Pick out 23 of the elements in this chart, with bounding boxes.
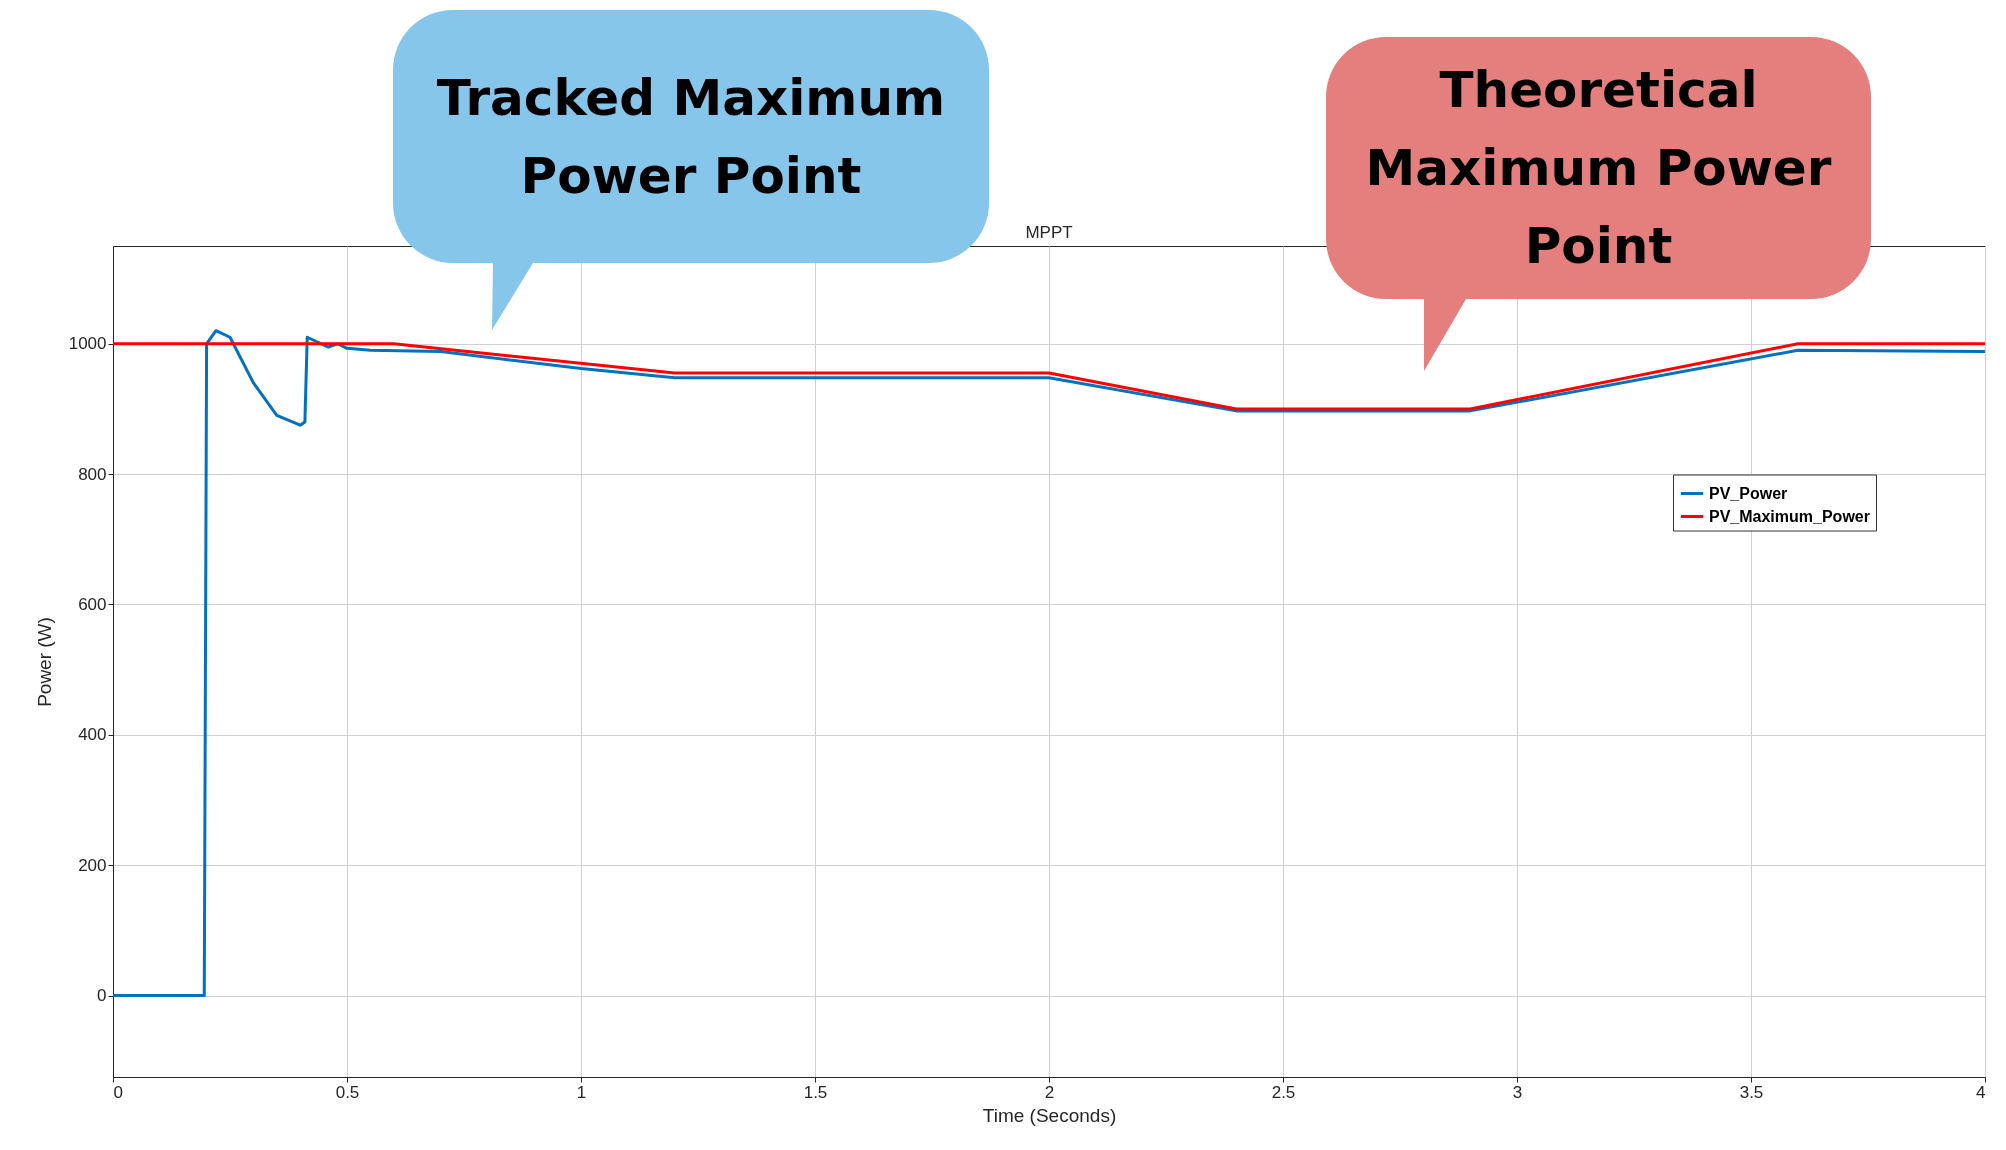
x-axis-title: Time (Seconds) [982,1104,1117,1126]
y-axis-title: Power (W) [33,617,55,707]
legend-label: PV_Maximum_Power [1709,507,1870,525]
x-tick-label: 2.5 [1271,1082,1296,1102]
x-tick-label: 0 [113,1082,123,1102]
chart-title: MPPT [1025,223,1073,242]
x-tick-label: 3.5 [1739,1082,1764,1102]
legend-label: PV_Power [1709,484,1788,502]
x-tick-label: 4 [1976,1082,1986,1102]
annotation: Theoretical Maximum Power Point [1364,60,1833,277]
x-tick-label: 2 [1044,1082,1055,1102]
y-tick-label: 600 [78,594,107,614]
line-series [111,329,1987,998]
y-tick-label: 200 [78,855,107,875]
x-tick-label: 3 [1512,1082,1523,1102]
x-tick-label: 1 [576,1082,587,1102]
text: Tracked Maximum Power Point [435,67,947,207]
x-tick-label: 1.5 [803,1082,828,1102]
y-tick-label: 0 [97,986,107,1006]
x-tick-label: 0.5 [335,1082,360,1102]
y-tick-label: 400 [78,725,107,745]
y-tick-label: 800 [78,464,107,484]
y-tick-label: 1000 [68,334,107,354]
